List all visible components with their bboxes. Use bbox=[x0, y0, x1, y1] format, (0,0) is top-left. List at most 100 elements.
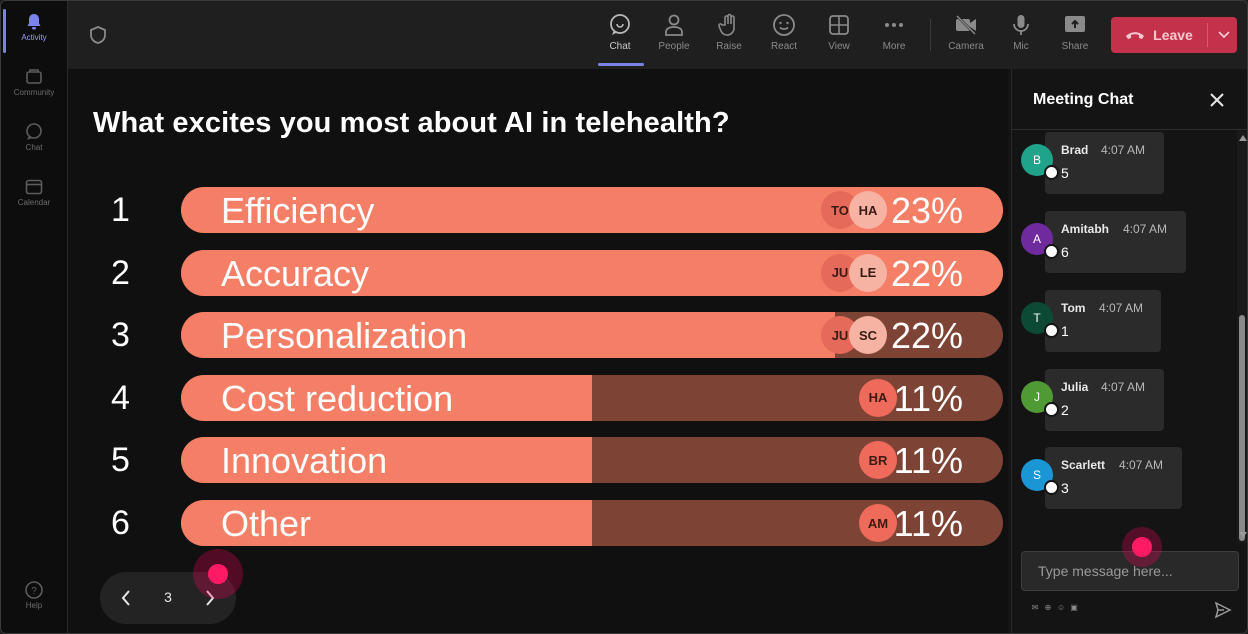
more-icon bbox=[885, 23, 903, 27]
phone-hangup-icon bbox=[1126, 32, 1145, 39]
rail-item-help[interactable]: ? Help bbox=[1, 581, 67, 610]
voter-avatar[interactable]: BR bbox=[859, 441, 897, 480]
toolbar-view-button[interactable]: View bbox=[814, 13, 864, 52]
message-author: Scarlett bbox=[1061, 458, 1106, 472]
toolbar-label: Camera bbox=[948, 41, 984, 52]
option-percent: 22% bbox=[890, 315, 963, 357]
close-icon[interactable] bbox=[1208, 91, 1226, 109]
voter-avatar[interactable]: LE bbox=[849, 253, 887, 292]
people-icon bbox=[665, 14, 683, 36]
chat-input-box bbox=[1021, 551, 1239, 591]
message-bubble[interactable]: Scarlett 4:07 AM 3 bbox=[1045, 447, 1182, 509]
presence-status-icon bbox=[1044, 165, 1059, 180]
option-label: Other bbox=[221, 503, 312, 544]
format-icon[interactable]: ✉ bbox=[1031, 603, 1039, 612]
option-number: 3 bbox=[111, 316, 130, 355]
message-bubble[interactable]: Amitabh 4:07 AM 6 bbox=[1045, 211, 1186, 273]
poll-option-row: 3 Personalization JU SC 22% bbox=[68, 312, 1008, 360]
gif-icon[interactable]: ▣ bbox=[1070, 603, 1078, 612]
leave-options-button[interactable] bbox=[1211, 17, 1237, 53]
toolbar-label: Share bbox=[1061, 41, 1089, 52]
message-bubble[interactable]: Julia 4:07 AM 2 bbox=[1045, 369, 1164, 431]
toolbar-label: Mic bbox=[1013, 41, 1029, 52]
toolbar-label: More bbox=[882, 41, 906, 52]
voter-avatar[interactable]: HA bbox=[849, 191, 887, 229]
option-bar: Cost reduction HA 11% bbox=[181, 374, 1003, 421]
chat-message: Scarlett 4:07 AM 3 S bbox=[1012, 447, 1237, 511]
toolbar-people-button[interactable]: People bbox=[649, 13, 699, 52]
message-time: 4:07 AM bbox=[1123, 222, 1168, 236]
message-bubble[interactable]: Tom 4:07 AM 1 bbox=[1045, 290, 1161, 352]
camera-off-icon bbox=[956, 15, 976, 35]
chat-message-input[interactable] bbox=[1022, 552, 1238, 590]
toolbar-react-button[interactable]: React bbox=[759, 13, 809, 52]
chevron-left-icon bbox=[121, 590, 130, 606]
rail-item-calendar[interactable]: Calendar bbox=[1, 178, 67, 207]
send-icon[interactable] bbox=[1214, 601, 1232, 619]
rail-item-community[interactable]: Community bbox=[1, 68, 67, 97]
leave-divider bbox=[1207, 23, 1208, 47]
toolbar-divider bbox=[930, 19, 931, 51]
next-page-button[interactable] bbox=[198, 586, 222, 610]
rail-item-activity[interactable]: Activity bbox=[1, 13, 67, 42]
option-label: Personalization bbox=[221, 315, 468, 357]
option-bar-fill bbox=[181, 312, 836, 359]
share-icon bbox=[1065, 16, 1085, 32]
previous-page-button[interactable] bbox=[114, 586, 138, 610]
presence-status-icon bbox=[1044, 244, 1059, 259]
toolbar-share-button[interactable]: Share bbox=[1050, 13, 1100, 52]
chat-message: Brad 4:07 AM 5 B bbox=[1012, 132, 1237, 196]
message-author: Brad bbox=[1061, 143, 1089, 157]
attach-icon[interactable]: ⊕ bbox=[1044, 603, 1052, 612]
option-bar-fill bbox=[181, 374, 592, 421]
chat-message: Amitabh 4:07 AM 6 A bbox=[1012, 211, 1237, 275]
shield-icon[interactable] bbox=[88, 25, 108, 45]
option-number: 1 bbox=[111, 191, 130, 229]
message-time: 4:07 AM bbox=[1099, 301, 1144, 315]
scroll-thumb[interactable] bbox=[1239, 315, 1245, 541]
emoji-icon[interactable]: ☺ bbox=[1057, 603, 1066, 612]
chat-title: Meeting Chat bbox=[1033, 91, 1134, 108]
toolbar-more-button[interactable]: More bbox=[869, 13, 919, 52]
rail-item-chat[interactable]: Chat bbox=[1, 123, 67, 152]
composer-tools: ✉ ⊕ ☺ ▣ bbox=[1031, 604, 1078, 616]
message-time: 4:07 AM bbox=[1101, 143, 1146, 157]
toolbar-mic-button[interactable]: Mic bbox=[996, 13, 1046, 52]
message-text: 5 bbox=[1061, 165, 1069, 181]
message-author: Julia bbox=[1061, 380, 1089, 394]
help-icon: ? bbox=[25, 581, 43, 599]
scroll-down-arrow-icon[interactable] bbox=[1239, 532, 1247, 538]
option-label: Cost reduction bbox=[221, 377, 454, 419]
message-bubble[interactable]: Brad 4:07 AM 5 bbox=[1045, 132, 1164, 194]
voter-avatar[interactable]: AM bbox=[859, 504, 897, 542]
rail-item-label: Help bbox=[25, 601, 43, 610]
toolbar-camera-button[interactable]: Camera bbox=[941, 13, 991, 52]
voter-avatar[interactable]: HA bbox=[859, 378, 897, 417]
option-bar: Personalization JU SC 22% bbox=[181, 312, 1003, 359]
active-tab-indicator bbox=[598, 63, 644, 66]
toolbar-label: People bbox=[658, 41, 690, 52]
option-bar: Efficiency TO HA 23% bbox=[181, 187, 1003, 233]
message-text: 2 bbox=[1061, 402, 1069, 418]
scroll-up-arrow-icon[interactable] bbox=[1239, 135, 1247, 141]
chevron-down-icon bbox=[1218, 31, 1230, 39]
message-time: 4:07 AM bbox=[1101, 380, 1146, 394]
chat-icon bbox=[26, 123, 42, 140]
voter-avatar[interactable]: SC bbox=[849, 316, 887, 355]
mic-icon bbox=[1013, 15, 1029, 35]
toolbar-label: View bbox=[828, 41, 850, 52]
toolbar-label: Raise bbox=[716, 41, 742, 52]
option-number: 4 bbox=[111, 378, 130, 417]
leave-button[interactable]: Leave bbox=[1111, 17, 1207, 53]
meeting-chat-panel: Meeting Chat Brad 4:07 AM 5 B Amitabh 4:07 AM… bbox=[1011, 69, 1247, 633]
pointer-dot bbox=[208, 564, 228, 584]
message-text: 1 bbox=[1061, 323, 1069, 339]
toolbar-chat-button[interactable]: Chat bbox=[595, 13, 645, 52]
chat-header: Meeting Chat bbox=[1012, 69, 1247, 130]
toolbar-raise-button[interactable]: Raise bbox=[704, 13, 754, 52]
option-label: Innovation bbox=[221, 440, 388, 482]
calendar-icon bbox=[25, 179, 43, 195]
message-text: 6 bbox=[1061, 244, 1069, 260]
avatar[interactable]: S bbox=[1021, 459, 1053, 491]
chat-scrollbar[interactable] bbox=[1237, 131, 1247, 543]
